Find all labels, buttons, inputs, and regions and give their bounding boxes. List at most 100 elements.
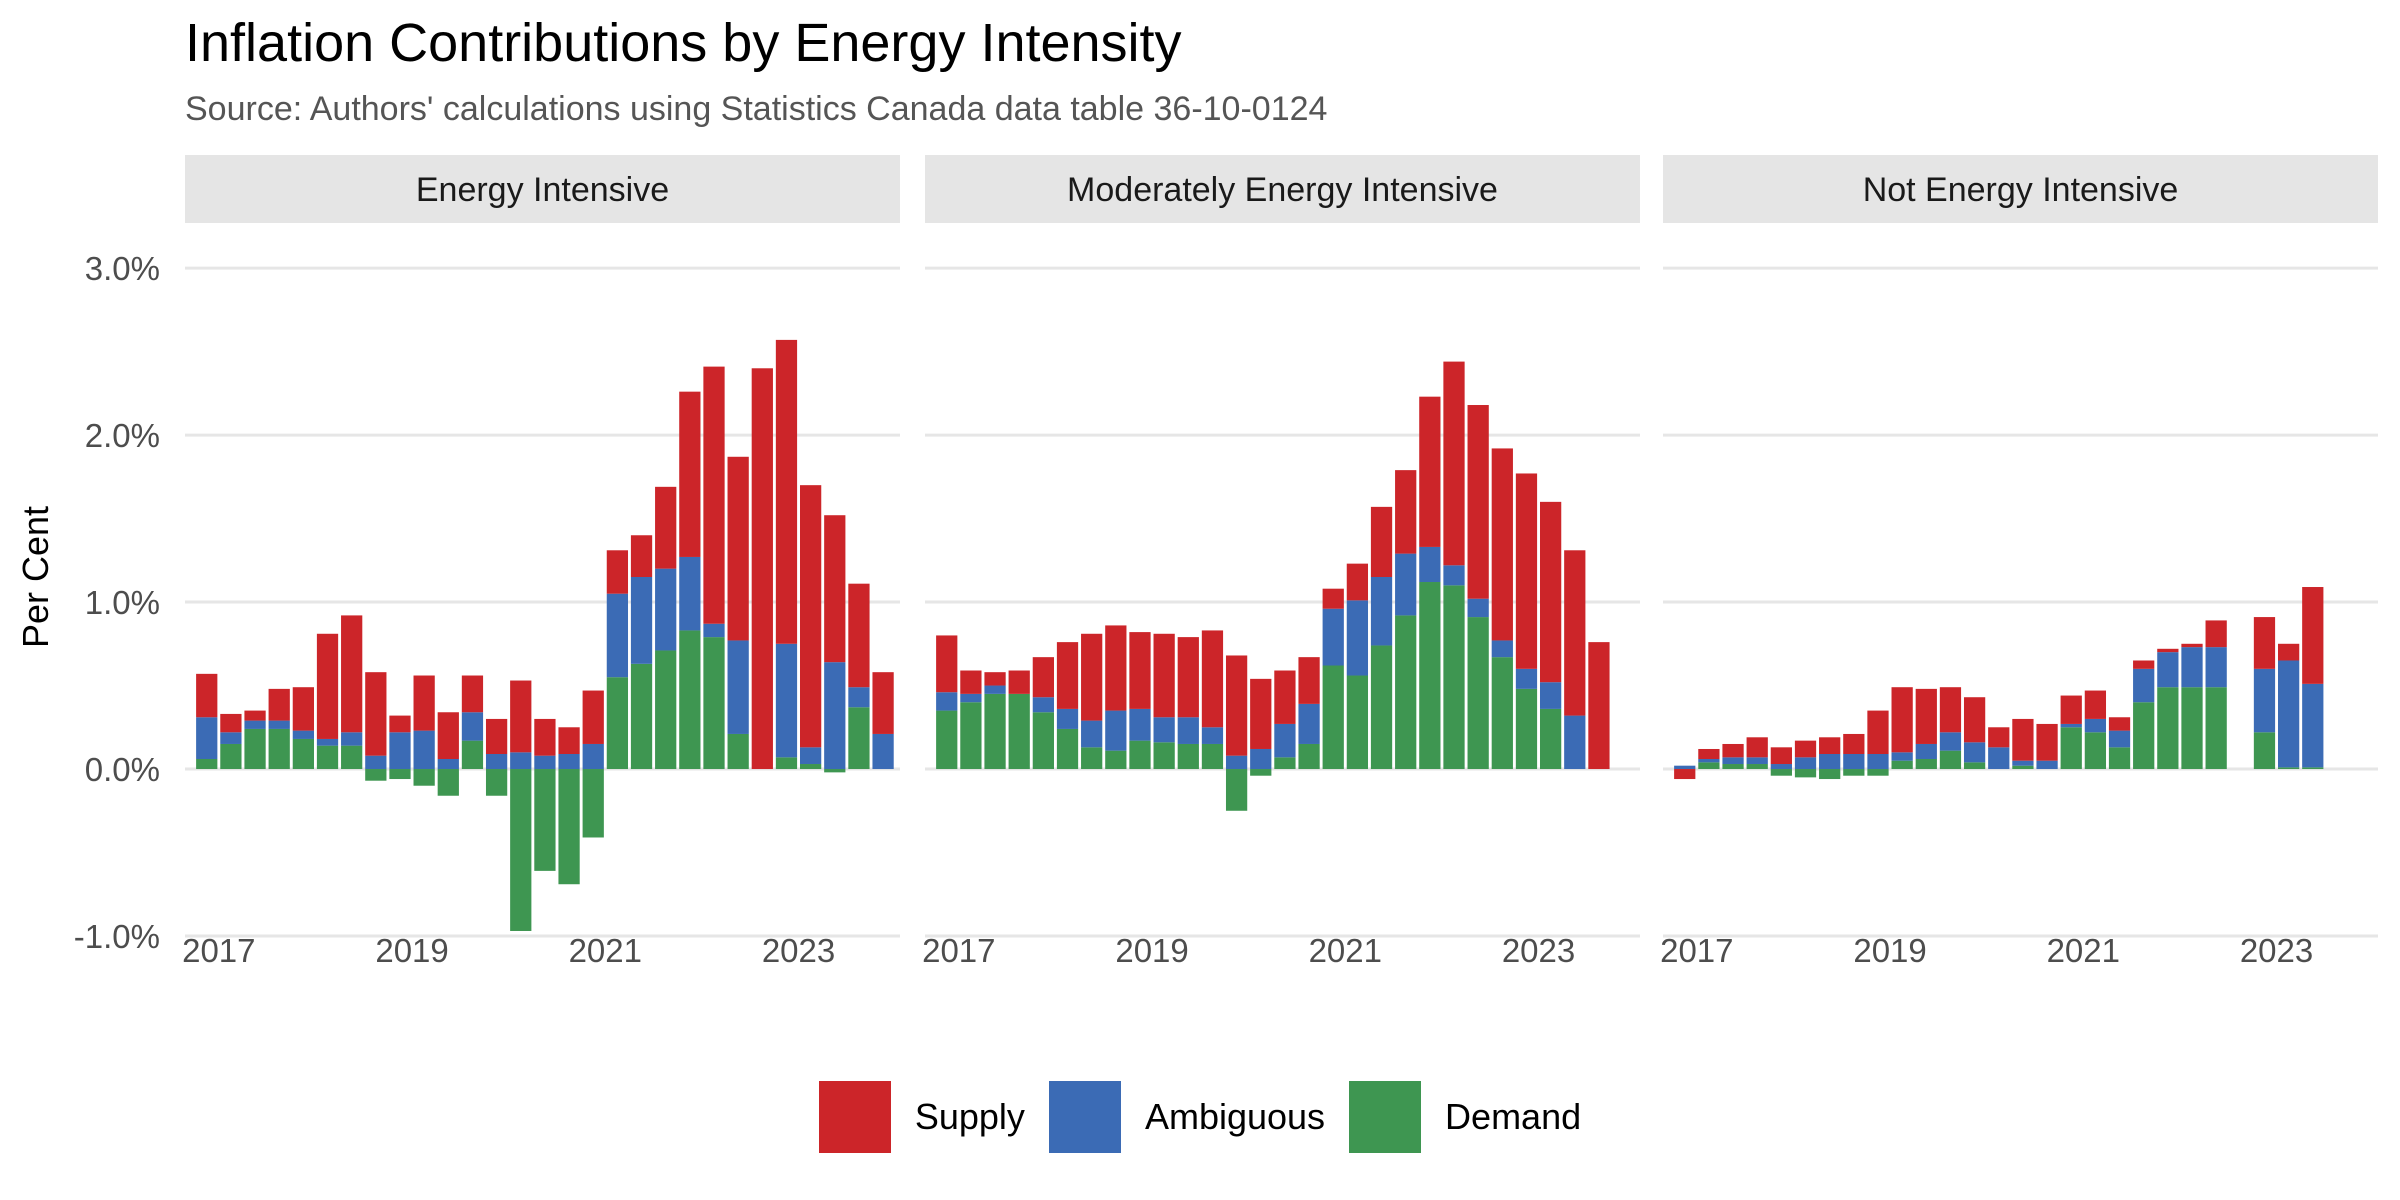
bar-demand xyxy=(220,743,242,770)
legend-label-supply: Supply xyxy=(914,1096,1025,1137)
bar-demand xyxy=(1746,764,1768,770)
bar-supply xyxy=(1588,642,1610,770)
bar-supply xyxy=(292,687,314,731)
bar-ambiguous xyxy=(1250,748,1272,770)
chart-subtitle: Source: Authors' calculations using Stat… xyxy=(185,90,1328,128)
bar-demand xyxy=(2253,732,2276,770)
bar-supply xyxy=(2157,648,2179,653)
bar-demand xyxy=(1225,769,1248,811)
bar-ambiguous xyxy=(727,640,749,734)
bar-demand xyxy=(1274,757,1296,770)
bar-ambiguous xyxy=(1467,598,1489,618)
bar-demand xyxy=(1153,742,1175,770)
bar-ambiguous xyxy=(1274,723,1296,758)
y-tick-label: 1.0% xyxy=(85,584,160,621)
bar-ambiguous xyxy=(2036,760,2058,770)
bar-demand xyxy=(196,759,218,770)
bar-supply xyxy=(1843,733,1865,754)
bar-supply xyxy=(960,670,982,694)
bar-demand xyxy=(413,769,435,786)
bar-demand xyxy=(292,738,314,770)
bar-supply xyxy=(534,718,556,756)
bar-demand xyxy=(679,630,701,770)
bar-demand xyxy=(510,769,532,931)
bar-supply xyxy=(1201,630,1224,728)
bar-ambiguous xyxy=(341,732,363,746)
bar-ambiguous xyxy=(1370,577,1393,646)
bar-ambiguous xyxy=(1564,715,1586,770)
bar-demand xyxy=(824,769,846,773)
x-tick-label: 2017 xyxy=(1660,932,1733,969)
bar-supply xyxy=(1395,470,1417,554)
bar-supply xyxy=(727,456,749,641)
bar-ambiguous xyxy=(1939,732,1962,751)
bar-demand xyxy=(2302,767,2324,770)
bar-supply xyxy=(799,485,822,748)
bar-ambiguous xyxy=(1746,757,1768,765)
bar-demand xyxy=(268,728,290,770)
bar-supply xyxy=(1988,727,2010,748)
bar-ambiguous xyxy=(292,730,314,739)
bar-ambiguous xyxy=(2133,668,2155,703)
bar-ambiguous xyxy=(582,743,604,770)
bar-ambiguous xyxy=(2157,652,2179,688)
bar-supply xyxy=(848,583,870,688)
bar-demand xyxy=(1298,743,1320,770)
bar-ambiguous xyxy=(1491,640,1513,658)
bar-ambiguous xyxy=(1395,553,1417,616)
bar-demand xyxy=(485,769,508,796)
bar-supply xyxy=(1819,737,1841,754)
bar-demand xyxy=(2108,747,2131,770)
bar-demand xyxy=(1056,728,1079,770)
bar-supply xyxy=(630,535,653,577)
bar-supply xyxy=(1539,501,1562,683)
bar-supply xyxy=(1250,678,1272,749)
bar-supply xyxy=(220,713,242,733)
bar-ambiguous xyxy=(1105,710,1127,751)
x-tick-label: 2023 xyxy=(1502,932,1575,969)
bar-supply xyxy=(1939,687,1962,733)
bar-ambiguous xyxy=(2060,723,2082,728)
bar-demand xyxy=(1419,582,1441,770)
bar-supply xyxy=(1515,473,1538,669)
bar-supply xyxy=(1225,655,1248,756)
bar-demand xyxy=(1491,657,1513,770)
bar-supply xyxy=(1177,637,1199,718)
x-tick-label: 2019 xyxy=(1853,932,1926,969)
bar-demand xyxy=(2181,687,2203,770)
bar-demand xyxy=(1105,750,1127,770)
bar-supply xyxy=(1564,550,1586,716)
bar-demand xyxy=(2084,732,2107,770)
bar-demand xyxy=(582,769,604,838)
bar-demand xyxy=(2205,687,2227,770)
bar-supply xyxy=(655,486,677,569)
bar-ambiguous xyxy=(1056,708,1079,729)
bar-ambiguous xyxy=(606,593,629,678)
facet-label: Moderately Energy Intensive xyxy=(1067,171,1498,209)
facet-strip xyxy=(925,155,1640,223)
bar-demand xyxy=(1201,743,1224,770)
bar-supply xyxy=(1674,769,1696,780)
bar-supply xyxy=(1346,563,1369,601)
bar-supply xyxy=(606,550,629,594)
bar-supply xyxy=(365,672,387,756)
bar-supply xyxy=(1867,710,1889,754)
bar-demand xyxy=(389,769,411,780)
bar-ambiguous xyxy=(703,623,725,638)
bar-demand xyxy=(655,650,677,770)
bar-ambiguous xyxy=(1298,703,1320,744)
bar-ambiguous xyxy=(2108,730,2131,748)
bar-ambiguous xyxy=(1201,727,1224,744)
bar-supply xyxy=(1443,361,1465,566)
bar-demand xyxy=(2012,765,2034,770)
bar-demand xyxy=(1395,615,1417,770)
legend-item-ambiguous: Ambiguous xyxy=(1048,1081,1325,1153)
bar-demand xyxy=(1467,617,1489,770)
bar-demand xyxy=(799,764,822,770)
bar-supply xyxy=(1032,657,1054,698)
bar-demand xyxy=(1129,740,1151,770)
bar-ambiguous xyxy=(1515,668,1538,689)
bar-ambiguous xyxy=(848,687,870,708)
bar-ambiguous xyxy=(2012,760,2034,766)
